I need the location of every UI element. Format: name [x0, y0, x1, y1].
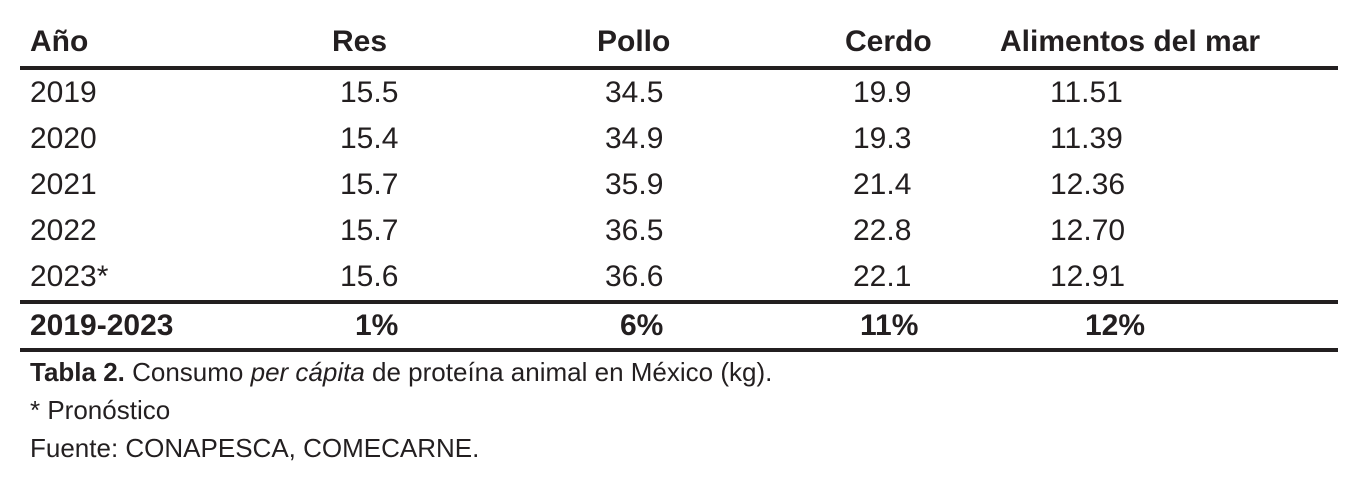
consumption-table: Año Res Pollo Cerdo Alimentos del mar 20…	[20, 18, 1338, 352]
caption-label: Tabla 2.	[30, 357, 125, 387]
table-row: 2022 15.7 36.5 22.8 12.70	[20, 208, 1338, 254]
cell-cerdo: 19.9	[853, 76, 912, 109]
cell-alimentos-del-mar: 11.39	[1050, 122, 1123, 155]
cell-alimentos-del-mar: 12.70	[1050, 214, 1126, 247]
cell-alimentos-del-mar: 12.91	[1050, 260, 1126, 293]
header-res: Res	[260, 18, 485, 70]
header-pollo: Pollo	[485, 18, 785, 70]
table-row: 2019 15.5 34.5 19.9 11.51	[20, 68, 1338, 116]
header-year: Año	[20, 18, 260, 70]
cell-cerdo: 22.8	[853, 214, 912, 247]
cell-cerdo: 19.3	[853, 122, 912, 155]
summary-pollo: 6%	[485, 300, 785, 352]
cell-pollo: 36.5	[605, 214, 664, 247]
table-footer: 2019-2023 1% 6% 11% 12%	[20, 300, 1338, 352]
cell-alimentos-del-mar: 11.51	[1050, 76, 1123, 109]
cell-year: 2020	[30, 122, 97, 155]
cell-pollo: 34.9	[605, 122, 664, 155]
cell-res: 15.7	[340, 168, 399, 201]
cell-cerdo: 22.1	[853, 260, 912, 293]
caption-text-after: de proteína animal en México (kg).	[364, 357, 773, 387]
summary-alimentos-del-mar: 12%	[980, 300, 1338, 352]
table-header: Año Res Pollo Cerdo Alimentos del mar	[20, 18, 1338, 70]
source-note: Fuente: CONAPESCA, COMECARNE.	[30, 433, 480, 463]
summary-period: 2019-2023	[20, 300, 260, 352]
cell-cerdo: 21.4	[853, 168, 912, 201]
table-row: 2023* 15.6 36.6 22.1 12.91	[20, 254, 1338, 302]
caption-text-before: Consumo	[124, 357, 251, 387]
cell-alimentos-del-mar: 12.36	[1050, 168, 1126, 201]
header-row: Año Res Pollo Cerdo Alimentos del mar	[20, 18, 1338, 70]
summary-cerdo: 11%	[785, 300, 980, 352]
table-notes: Tabla 2. Consumo per cápita de proteína …	[30, 353, 772, 467]
cell-year: 2022	[30, 214, 97, 247]
table-body: 2019 15.5 34.5 19.9 11.51 2020 15.4 34.9…	[20, 68, 1338, 302]
cell-year: 2023*	[30, 260, 109, 293]
table-row: 2021 15.7 35.9 21.4 12.36	[20, 162, 1338, 208]
forecast-note: * Pronóstico	[30, 395, 171, 425]
cell-res: 15.5	[340, 76, 399, 109]
caption-text-italic: per cápita	[250, 357, 365, 387]
summary-row: 2019-2023 1% 6% 11% 12%	[20, 300, 1338, 352]
cell-res: 15.4	[340, 122, 399, 155]
header-cerdo: Cerdo	[785, 18, 980, 70]
table-row: 2020 15.4 34.9 19.3 11.39	[20, 116, 1338, 162]
summary-res: 1%	[260, 300, 485, 352]
table-caption: Tabla 2. Consumo per cápita de proteína …	[30, 353, 772, 391]
cell-pollo: 35.9	[605, 168, 664, 201]
cell-res: 15.6	[340, 260, 399, 293]
header-alimentos-del-mar: Alimentos del mar	[980, 18, 1338, 70]
cell-res: 15.7	[340, 214, 399, 247]
cell-year: 2021	[30, 168, 97, 201]
cell-pollo: 34.5	[605, 76, 664, 109]
cell-year: 2019	[30, 76, 97, 109]
cell-pollo: 36.6	[605, 260, 664, 293]
data-table-container: Año Res Pollo Cerdo Alimentos del mar 20…	[20, 18, 1338, 352]
